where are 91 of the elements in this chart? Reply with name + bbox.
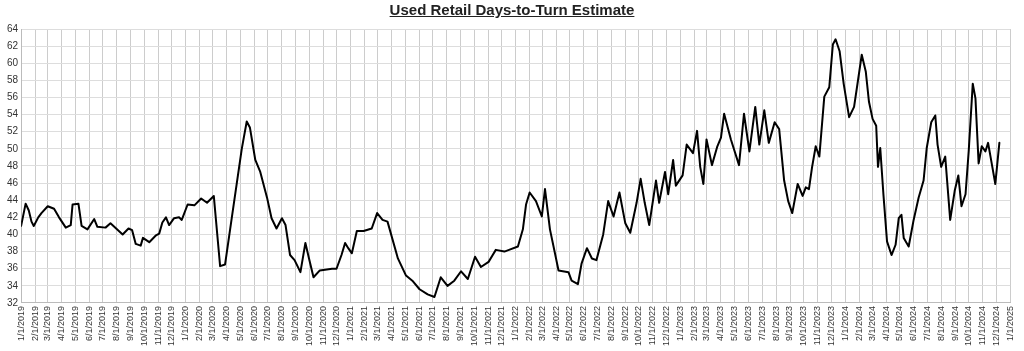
x-tick-label: 4/1/2021 bbox=[386, 305, 397, 342]
x-tick-label: 11/1/2021 bbox=[482, 305, 493, 346]
x-tick-label: 1/1/2021 bbox=[345, 305, 356, 342]
x-tick-label: 5/1/2024 bbox=[894, 305, 905, 342]
x-tick-label: 12/1/2022 bbox=[660, 305, 671, 347]
x-tick-label: 2/1/2020 bbox=[194, 305, 205, 342]
x-tick-label: 3/1/2024 bbox=[866, 305, 877, 342]
x-tick-label: 8/1/2022 bbox=[605, 305, 616, 342]
x-tick-label: 2/1/2019 bbox=[29, 305, 40, 342]
x-tick-label: 10/1/2024 bbox=[963, 305, 974, 347]
x-tick-label: 12/1/2021 bbox=[496, 305, 507, 347]
x-tick-label: 9/1/2019 bbox=[125, 305, 136, 342]
x-tick-label: 9/1/2023 bbox=[784, 305, 795, 342]
x-tick-label: 4/1/2019 bbox=[56, 305, 67, 342]
chart-title: Used Retail Days-to-Turn Estimate bbox=[388, 0, 636, 20]
y-tick-label: 40 bbox=[7, 228, 19, 240]
x-tick-label: 6/1/2020 bbox=[248, 305, 259, 342]
x-tick-label: 8/1/2024 bbox=[935, 305, 946, 342]
x-tick-label: 6/1/2024 bbox=[908, 305, 919, 342]
y-tick-label: 64 bbox=[7, 22, 19, 34]
y-tick-label: 62 bbox=[7, 39, 19, 51]
x-tick-label: 1/1/2024 bbox=[839, 305, 850, 342]
y-tick-label: 44 bbox=[7, 193, 19, 205]
x-tick-label: 3/1/2022 bbox=[536, 305, 547, 342]
x-tick-label: 12/1/2024 bbox=[990, 305, 1001, 347]
x-tick-label: 12/1/2019 bbox=[166, 305, 177, 347]
x-tick-label: 7/1/2021 bbox=[427, 305, 438, 342]
x-tick-label: 6/1/2023 bbox=[742, 305, 753, 342]
x-tick-label: 9/1/2024 bbox=[949, 305, 960, 342]
x-tick-label: 10/1/2021 bbox=[468, 305, 479, 347]
x-tick-label: 11/1/2020 bbox=[317, 305, 328, 346]
x-tick-label: 6/1/2022 bbox=[578, 305, 589, 342]
x-tick-label: 2/1/2021 bbox=[359, 305, 370, 342]
x-tick-label: 8/1/2023 bbox=[770, 305, 781, 342]
y-tick-label: 32 bbox=[7, 296, 19, 308]
x-tick-label: 4/1/2022 bbox=[550, 305, 561, 342]
x-tick-label: 7/1/2024 bbox=[921, 305, 932, 342]
x-tick-label: 12/1/2020 bbox=[331, 305, 342, 347]
y-tick-label: 46 bbox=[7, 176, 19, 188]
x-tick-label: 11/1/2024 bbox=[977, 305, 988, 346]
x-tick-label: 2/1/2024 bbox=[853, 305, 864, 342]
x-tick-label: 5/1/2019 bbox=[69, 305, 80, 342]
x-tick-label: 1/1/2022 bbox=[510, 305, 521, 342]
x-tick-label: 10/1/2023 bbox=[798, 305, 809, 347]
x-tick-label: 8/1/2020 bbox=[276, 305, 287, 342]
x-tick-label: 10/1/2022 bbox=[633, 305, 644, 347]
y-tick-label: 54 bbox=[7, 108, 19, 120]
x-tick-label: 8/1/2019 bbox=[111, 305, 122, 342]
x-tick-label: 9/1/2022 bbox=[619, 305, 630, 342]
x-tick-label: 7/1/2023 bbox=[756, 305, 767, 342]
x-tick-label: 11/1/2022 bbox=[647, 305, 658, 346]
x-tick-label: 11/1/2023 bbox=[812, 305, 823, 346]
x-tick-label: 3/1/2019 bbox=[42, 305, 53, 342]
x-tick-label: 12/1/2023 bbox=[825, 305, 836, 347]
x-tick-label: 1/1/2023 bbox=[674, 305, 685, 342]
x-tick-label: 3/1/2020 bbox=[207, 305, 218, 342]
x-tick-label: 7/1/2019 bbox=[97, 305, 108, 342]
y-tick-label: 50 bbox=[7, 142, 19, 154]
x-tick-label: 2/1/2022 bbox=[524, 305, 535, 342]
x-tick-label: 7/1/2022 bbox=[591, 305, 602, 342]
x-tick-label: 8/1/2021 bbox=[441, 305, 452, 342]
y-tick-label: 52 bbox=[7, 125, 19, 137]
x-tick-label: 10/1/2020 bbox=[303, 305, 314, 347]
x-tick-label: 6/1/2021 bbox=[413, 305, 424, 342]
y-tick-label: 56 bbox=[7, 91, 19, 103]
x-tick-label: 4/1/2020 bbox=[221, 305, 232, 342]
x-tick-label: 11/1/2019 bbox=[152, 305, 163, 346]
x-tick-label: 9/1/2021 bbox=[455, 305, 466, 342]
x-tick-label: 1/1/2019 bbox=[15, 305, 26, 342]
x-tick-label: 10/1/2019 bbox=[138, 305, 149, 347]
x-tick-label: 5/1/2020 bbox=[234, 305, 245, 342]
x-tick-label: 4/1/2024 bbox=[880, 305, 891, 342]
y-tick-label: 48 bbox=[7, 159, 19, 171]
y-tick-label: 38 bbox=[7, 245, 19, 257]
x-tick-label: 5/1/2021 bbox=[399, 305, 410, 342]
x-tick-label: 1/1/2020 bbox=[180, 305, 191, 342]
x-tick-label: 6/1/2019 bbox=[83, 305, 94, 342]
x-tick-label: 1/1/2025 bbox=[1004, 305, 1015, 342]
x-tick-label: 5/1/2022 bbox=[564, 305, 575, 342]
x-tick-label: 7/1/2020 bbox=[262, 305, 273, 342]
x-tick-label: 3/1/2023 bbox=[701, 305, 712, 342]
x-tick-label: 5/1/2023 bbox=[728, 305, 739, 342]
y-tick-label: 58 bbox=[7, 74, 19, 86]
y-tick-label: 34 bbox=[7, 279, 19, 291]
y-tick-label: 42 bbox=[7, 211, 19, 223]
x-tick-label: 9/1/2020 bbox=[290, 305, 301, 342]
y-tick-label: 60 bbox=[7, 57, 19, 68]
x-tick-label: 2/1/2023 bbox=[688, 305, 699, 342]
y-tick-label: 36 bbox=[7, 262, 19, 274]
x-tick-label: 4/1/2023 bbox=[715, 305, 726, 342]
x-tick-label: 3/1/2021 bbox=[372, 305, 383, 342]
